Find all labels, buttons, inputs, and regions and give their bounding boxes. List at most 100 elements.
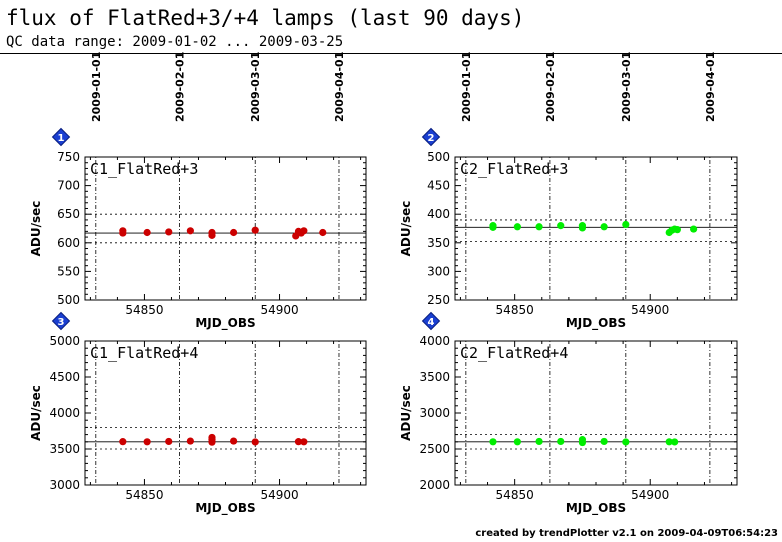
x-axis-label: MJD_OBS xyxy=(566,501,626,516)
x-axis-label: MJD_OBS xyxy=(195,501,255,516)
chart-panel-2: 250 300 350 400 450 500 54850 54900 MJD_OBS ADU/s… xyxy=(399,52,738,331)
page-title: flux of FlatRed+3/+4 lamps (last 90 days… xyxy=(6,6,525,30)
date-axis-label: 2009-02-01 xyxy=(174,52,187,122)
plot-frame xyxy=(84,156,367,301)
date-axis-label: 2009-04-01 xyxy=(333,52,346,122)
y-tick-label: 650 xyxy=(57,207,80,221)
panel-badge-icon xyxy=(51,127,71,147)
data-point xyxy=(489,222,497,230)
footer-credit: created by trendPlotter v2.1 on 2009-04-… xyxy=(475,528,778,539)
data-point xyxy=(535,437,543,446)
data-point xyxy=(578,436,587,444)
x-tick-label: 54850 xyxy=(125,303,163,317)
x-tick-label: 54900 xyxy=(260,488,298,502)
y-tick-label: 600 xyxy=(57,236,80,250)
y-tick-label: 3500 xyxy=(419,370,450,384)
data-point xyxy=(513,223,521,231)
x-tick-label: 54850 xyxy=(125,488,163,502)
x-tick-label: 54900 xyxy=(631,488,669,502)
y-tick-label: 5000 xyxy=(49,334,80,348)
y-axis-label: ADU/sec xyxy=(399,201,413,257)
data-point xyxy=(557,437,565,446)
panel-badge-number: 1 xyxy=(58,133,65,144)
y-tick-label: 3000 xyxy=(49,478,80,492)
y-tick-label: 300 xyxy=(427,264,450,278)
data-point xyxy=(230,437,238,445)
data-point xyxy=(665,438,673,446)
data-point xyxy=(251,438,259,446)
data-point xyxy=(165,437,173,446)
data-point xyxy=(119,227,127,235)
y-tick-label: 350 xyxy=(427,236,450,250)
y-tick-label: 4000 xyxy=(419,334,450,348)
x-tick-label: 54900 xyxy=(631,303,669,317)
data-point xyxy=(300,438,308,446)
data-point xyxy=(535,223,543,231)
x-tick-label: 54850 xyxy=(496,488,534,502)
y-tick-label: 2000 xyxy=(419,478,450,492)
panel-badge-number: 4 xyxy=(428,317,435,328)
y-tick-label: 3500 xyxy=(49,442,80,456)
x-axis-label: MJD_OBS xyxy=(195,316,255,331)
data-point xyxy=(673,226,681,234)
date-axis-label: 2009-01-01 xyxy=(90,52,103,122)
data-point xyxy=(600,223,608,231)
data-point xyxy=(230,228,238,237)
x-tick-label: 54850 xyxy=(496,303,534,317)
x-tick-label: 54900 xyxy=(260,303,298,317)
x-axis-label: MJD_OBS xyxy=(566,316,626,331)
data-point xyxy=(300,227,308,235)
y-tick-label: 400 xyxy=(427,207,450,221)
data-point xyxy=(557,222,565,230)
chart-title: C1_FlatRed+3 xyxy=(90,160,198,178)
panel-badge-icon xyxy=(51,311,71,331)
y-tick-label: 4000 xyxy=(49,406,80,420)
date-axis-label: 2009-03-01 xyxy=(249,52,262,122)
panel-badge-icon xyxy=(421,311,441,331)
panel-badge-number: 3 xyxy=(58,317,65,328)
y-axis-label: ADU/sec xyxy=(29,201,43,257)
y-tick-label: 500 xyxy=(427,150,450,164)
y-tick-label: 450 xyxy=(427,179,450,193)
plot-frame xyxy=(454,340,738,486)
date-axis-label: 2009-02-01 xyxy=(544,52,557,122)
data-point xyxy=(208,228,216,237)
y-tick-label: 2500 xyxy=(419,442,450,456)
y-tick-label: 250 xyxy=(427,293,450,307)
chart-panel-3: 3000 3500 4000 4500 5000 54850 54900 MJD_OBS ADU… xyxy=(29,311,367,516)
data-point xyxy=(690,225,698,233)
data-point xyxy=(294,438,303,446)
y-axis-label: ADU/sec xyxy=(399,385,413,441)
data-point xyxy=(186,437,194,445)
chart-panel-1: 500 550 600 650 700 750 54850 54900 MJD_OBS ADU/s… xyxy=(29,52,367,331)
y-tick-label: 500 xyxy=(57,293,80,307)
data-point xyxy=(319,228,327,237)
date-axis-label: 2009-04-01 xyxy=(704,52,717,122)
plot-frame xyxy=(84,340,367,486)
panel-badge-icon xyxy=(421,127,441,147)
date-axis-label: 2009-03-01 xyxy=(620,52,633,122)
data-point xyxy=(251,226,259,234)
data-point xyxy=(165,228,173,236)
page-subtitle: QC data range: 2009-01-02 ... 2009-03-25 xyxy=(6,34,344,50)
chart-title: C1_FlatRed+4 xyxy=(90,344,198,362)
chart-panel-4: 2000 2500 3000 3500 4000 54850 54900 MJD_OBS ADU… xyxy=(399,311,738,516)
panel-badge-number: 2 xyxy=(428,133,435,144)
data-point xyxy=(143,228,151,237)
data-point xyxy=(622,438,630,446)
data-point xyxy=(186,227,194,235)
data-point xyxy=(671,438,679,446)
data-point xyxy=(600,437,608,446)
header-divider xyxy=(0,53,782,54)
y-tick-label: 3000 xyxy=(419,406,450,420)
data-point xyxy=(119,438,127,446)
data-point xyxy=(489,438,497,446)
data-point xyxy=(578,222,587,230)
chart-title: C2_FlatRed+3 xyxy=(460,160,568,178)
data-point xyxy=(622,220,630,229)
y-tick-label: 4500 xyxy=(49,370,80,384)
y-tick-label: 750 xyxy=(57,150,80,164)
data-point xyxy=(143,438,151,446)
y-tick-label: 550 xyxy=(57,264,80,278)
date-axis-label: 2009-01-01 xyxy=(460,52,473,122)
